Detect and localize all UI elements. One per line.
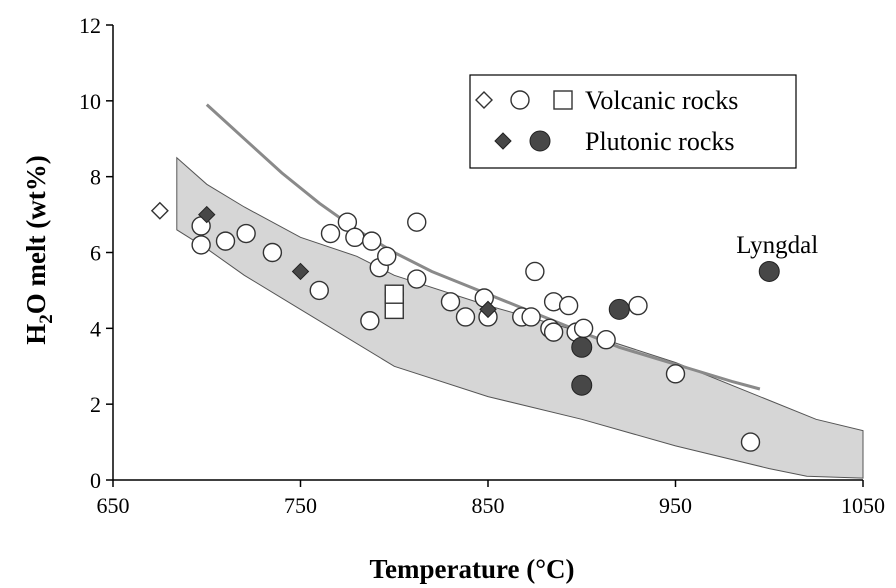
open-circle-point [558,295,579,316]
filled-diamond-point [291,262,310,281]
y-tick-label: 10 [79,89,101,114]
legend-filled-diamond-marker [494,132,512,150]
open-circle-point [345,227,365,248]
legend-open-circle-marker [510,90,530,110]
legend-filled-circle-marker [529,130,551,152]
x-tick-label: 1050 [841,493,885,518]
y-tick-label: 0 [90,468,101,493]
open-circle-point [320,223,341,244]
filled-circle-point [571,374,593,396]
open-circle-point [665,364,686,384]
open-square-point [384,284,404,304]
open-circle-point [440,292,461,312]
open-circle-point [309,280,329,301]
open-circle-point [377,246,397,266]
open-circle-point [596,330,616,350]
y-tick-label: 4 [90,316,101,341]
open-circle-point [525,261,545,282]
filled-circle-point [571,336,593,358]
open-circle-point [337,212,358,232]
filled-diamond-point [479,300,497,319]
open-circle-point [407,269,427,289]
legend-open-diamond-marker [475,91,493,109]
legend-box [469,74,797,169]
open-circle-point [262,242,283,263]
filled-circle-point [758,260,780,282]
x-tick-label: 850 [472,493,505,518]
open-circle-point [236,223,256,244]
open-circle-point [740,432,761,452]
open-circle-point [573,318,594,339]
open-circle-point [543,322,564,342]
open-circle-point [360,311,380,331]
y-tick-label: 12 [79,13,101,38]
points-layer [150,201,780,452]
legend-label-plutonic: Plutonic rocks [585,127,735,156]
open-circle-point [521,307,541,327]
annotation-layer: Lyngdal [736,232,818,259]
x-tick-label: 750 [284,493,317,518]
x-tick-label: 950 [659,493,692,518]
x-tick-label: 650 [97,493,130,518]
y-axis-title: H2O melt (wt%) [21,155,57,344]
legend-open-square-marker [553,90,573,110]
legend: Volcanic rocks Plutonic rocks [469,74,797,169]
annotation-lyngdal: Lyngdal [736,232,818,259]
y-axis-title-subscript: 2 [36,314,57,324]
open-circle-point [191,235,211,255]
open-circle-point [215,231,236,251]
open-circle-point [628,295,648,316]
y-tick-label: 2 [90,392,101,417]
y-tick-label: 6 [90,241,101,266]
open-circle-point [362,231,382,251]
filled-circle-point [608,298,630,320]
y-axis-title-base: H [21,324,51,345]
y-tick-label: 8 [90,165,101,190]
y-axis-title-rest: O melt (wt%) [21,155,51,314]
filled-diamond-point [198,205,216,224]
open-circle-point [407,212,427,232]
open-diamond-point [150,201,169,220]
x-axis-title: Temperature (°C) [369,554,574,584]
open-circle-point [455,307,476,327]
axes-layer: 0 2 4 6 8 10 12 650 750 850 950 1050 [79,13,885,518]
legend-label-volcanic: Volcanic rocks [585,86,738,115]
